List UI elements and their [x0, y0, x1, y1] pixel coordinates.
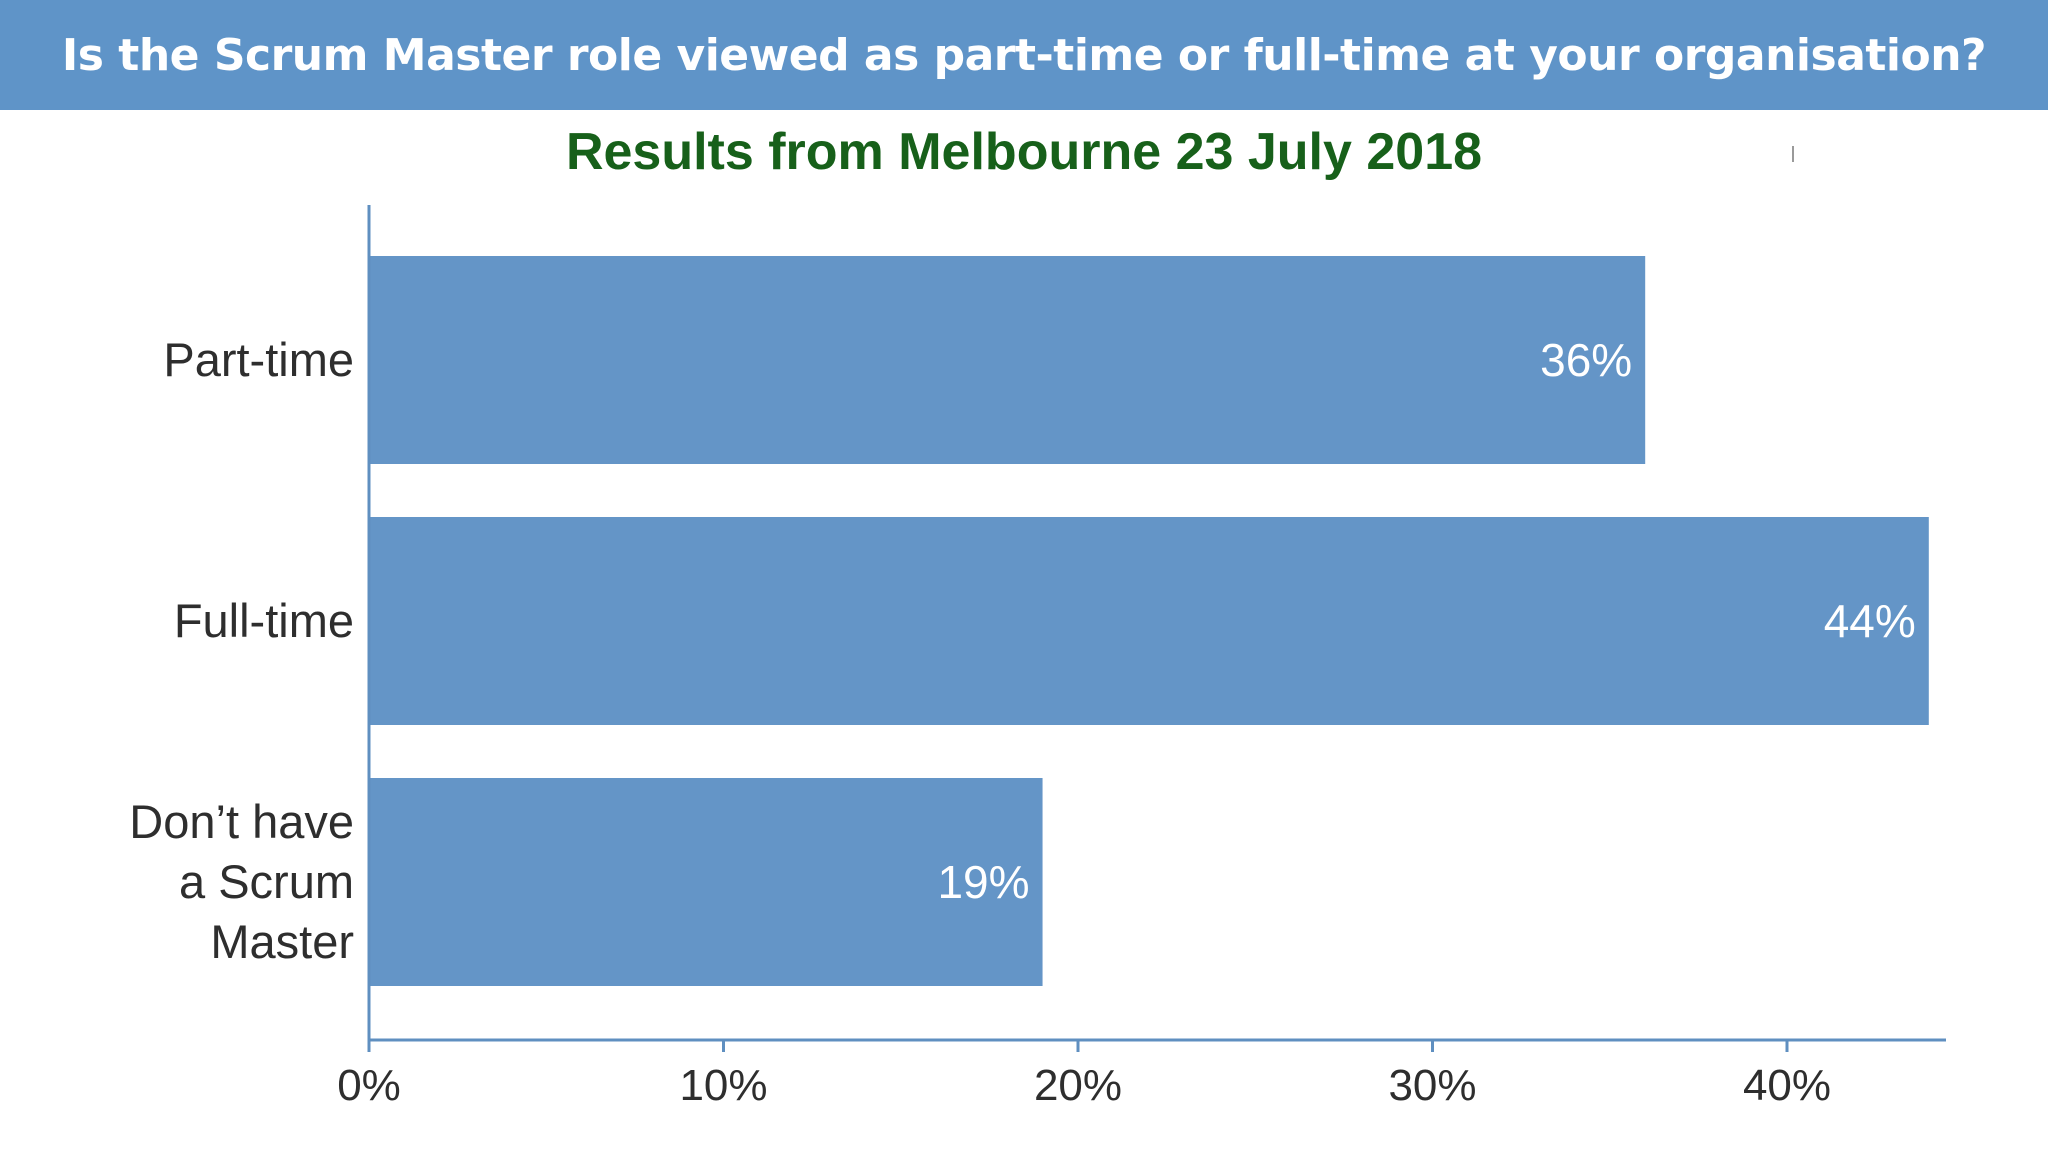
x-tick-label: 20%: [1034, 1061, 1122, 1110]
bar: [369, 256, 1646, 464]
category-label: Don’t have: [129, 795, 354, 848]
bar: [369, 778, 1043, 986]
category-label: Master: [210, 915, 354, 968]
bar: [369, 517, 1929, 725]
category-label: Part-time: [163, 333, 354, 386]
question-title: Is the Scrum Master role viewed as part-…: [61, 29, 1987, 81]
header-banner: Is the Scrum Master role viewed as part-…: [0, 0, 2048, 110]
x-tick-label: 30%: [1388, 1061, 1476, 1110]
x-tick-label: 10%: [679, 1061, 767, 1110]
category-label: Full-time: [174, 594, 354, 647]
x-tick-label: 0%: [337, 1061, 401, 1110]
category-label: a Scrum: [179, 855, 354, 908]
stray-mark: [1792, 146, 1794, 162]
chart-title: Results from Melbourne 23 July 2018: [565, 123, 1483, 181]
data-label: 44%: [1824, 595, 1916, 647]
data-label: 36%: [1540, 334, 1632, 386]
data-label: 19%: [937, 856, 1029, 908]
x-tick-label: 40%: [1743, 1061, 1831, 1110]
